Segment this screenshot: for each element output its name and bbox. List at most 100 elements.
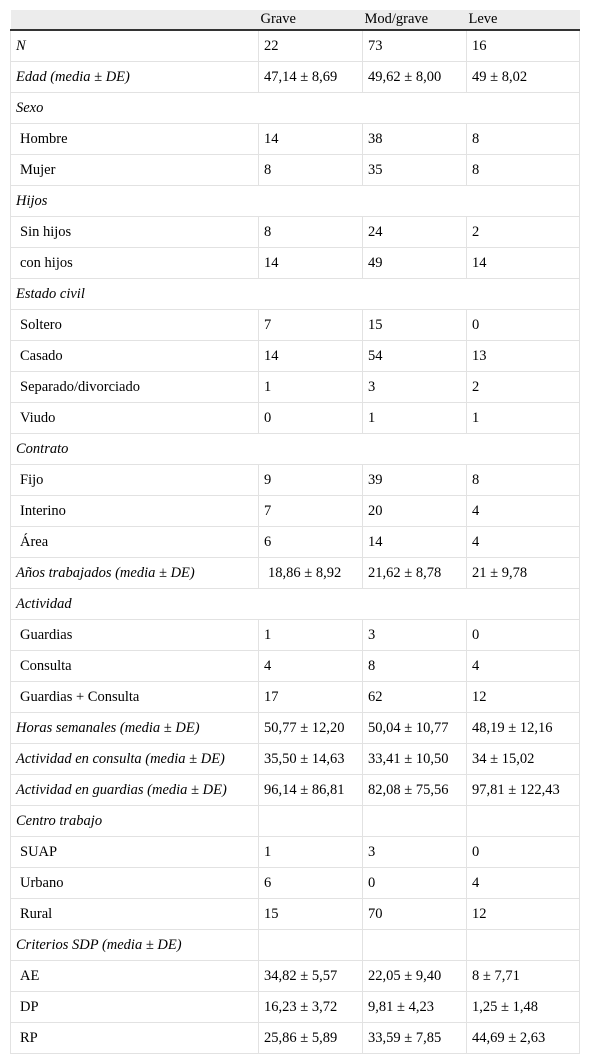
table-cell: 6	[258, 867, 363, 899]
table-cell: 8	[258, 154, 363, 186]
table-cell: 15	[362, 309, 467, 341]
table-cell: 73	[362, 30, 467, 62]
row-label: Fijo	[10, 464, 259, 496]
row-label: Centro trabajo	[10, 805, 259, 837]
table-cell: 14	[362, 526, 467, 558]
table-cell: 2	[466, 216, 580, 248]
row-label: Actividad en guardias (media ± DE)	[10, 774, 259, 806]
table-cell	[362, 805, 467, 837]
table-cell: 13	[466, 340, 580, 372]
row-label: Consulta	[10, 650, 259, 682]
table-row: Casado 14 54 13	[10, 340, 580, 372]
table-cell: 14	[466, 247, 580, 279]
table-cell: 48,19 ± 12,16	[466, 712, 580, 744]
table-cell: 14	[258, 123, 363, 155]
table-cell: 4	[466, 495, 580, 527]
table-cell: 8	[466, 123, 580, 155]
table-cell: 54	[362, 340, 467, 372]
table-row: Sin hijos 8 24 2	[10, 216, 580, 248]
table-cell: 6	[258, 526, 363, 558]
row-label: DP	[10, 991, 259, 1023]
table-cell	[466, 805, 580, 837]
table-cell	[258, 805, 363, 837]
table-cell: 2	[466, 371, 580, 403]
table-cell: 0	[362, 867, 467, 899]
row-label: Actividad en consulta (media ± DE)	[10, 743, 259, 775]
table-section-row: Contrato	[10, 433, 580, 465]
table-cell: 14	[258, 340, 363, 372]
table-row: Actividad en guardias (media ± DE) 96,14 …	[10, 774, 580, 806]
table-cell: 50,04 ± 10,77	[362, 712, 467, 744]
table-cell: 3	[362, 371, 467, 403]
table-cell: 49	[362, 247, 467, 279]
table-row: Fijo 9 39 8	[10, 464, 580, 496]
table-cell: 20	[362, 495, 467, 527]
table-cell: 39	[362, 464, 467, 496]
table-cell: 9	[258, 464, 363, 496]
table-cell: 70	[362, 898, 467, 930]
header-cell-grave: Grave	[258, 10, 363, 31]
table-cell	[466, 929, 580, 961]
row-label: SUAP	[10, 836, 259, 868]
row-label: Guardias	[10, 619, 259, 651]
row-label: con hijos	[10, 247, 259, 279]
table-cell: 8	[466, 154, 580, 186]
section-label: Hijos	[10, 185, 580, 217]
table-section-row: Sexo	[10, 92, 580, 124]
table-cell: 1	[362, 402, 467, 434]
table-row: Separado/divorciado 1 3 2	[10, 371, 580, 403]
table-cell: 8	[466, 464, 580, 496]
table-cell: 50,77 ± 12,20	[258, 712, 363, 744]
table-cell: 33,59 ± 7,85	[362, 1022, 467, 1054]
table-cell: 21,62 ± 8,78	[362, 557, 467, 589]
table-cell: 34,82 ± 5,57	[258, 960, 363, 992]
table-cell: 3	[362, 836, 467, 868]
table-row: Hombre 14 38 8	[10, 123, 580, 155]
table-row: Área 6 14 4	[10, 526, 580, 558]
table-cell: 97,81 ± 122,43	[466, 774, 580, 806]
table-cell: 16	[466, 30, 580, 62]
row-label: Casado	[10, 340, 259, 372]
table-cell	[258, 929, 363, 961]
row-label: Rural	[10, 898, 259, 930]
table-row: Criterios SDP (media ± DE)	[10, 929, 580, 961]
table-row: Viudo 0 1 1	[10, 402, 580, 434]
table-cell: 8 ± 7,71	[466, 960, 580, 992]
table-cell: 12	[466, 898, 580, 930]
table-cell: 24	[362, 216, 467, 248]
table-cell: 1	[258, 836, 363, 868]
row-label: Años trabajados (media ± DE)	[10, 557, 259, 589]
table-cell: 35	[362, 154, 467, 186]
table-cell: 22	[258, 30, 363, 62]
table-cell: 0	[466, 309, 580, 341]
table-row: Centro trabajo	[10, 805, 580, 837]
table-row: Actividad en consulta (media ± DE) 35,50 …	[10, 743, 580, 775]
table-cell: 34 ± 15,02	[466, 743, 580, 775]
table-cell: 4	[258, 650, 363, 682]
table-cell: 47,14 ± 8,69	[258, 61, 363, 93]
table-row: Guardias 1 3 0	[10, 619, 580, 651]
table-header-row: Grave Mod/grave Leve	[10, 10, 580, 31]
table-cell: 0	[466, 836, 580, 868]
row-label: Guardias + Consulta	[10, 681, 259, 713]
table-cell: 16,23 ± 3,72	[258, 991, 363, 1023]
table-cell: 8	[362, 650, 467, 682]
table-cell: 0	[258, 402, 363, 434]
table-cell: 1	[258, 371, 363, 403]
row-label: Interino	[10, 495, 259, 527]
header-cell-leve: Leve	[466, 10, 580, 31]
section-label: Sexo	[10, 92, 580, 124]
table-cell: 96,14 ± 86,81	[258, 774, 363, 806]
table-row: SUAP 1 3 0	[10, 836, 580, 868]
row-label: N	[10, 30, 259, 62]
header-cell-modgrave: Mod/grave	[362, 10, 467, 31]
table-cell	[362, 929, 467, 961]
table-cell: 4	[466, 526, 580, 558]
row-label: Viudo	[10, 402, 259, 434]
row-label: RP	[10, 1022, 259, 1054]
table-cell: 1,25 ± 1,48	[466, 991, 580, 1023]
table-row: Rural 15 70 12	[10, 898, 580, 930]
table-row: Edad (media ± DE) 47,14 ± 8,69 49,62 ± 8,0…	[10, 61, 580, 93]
table-cell: 4	[466, 650, 580, 682]
table-cell: 49,62 ± 8,00	[362, 61, 467, 93]
